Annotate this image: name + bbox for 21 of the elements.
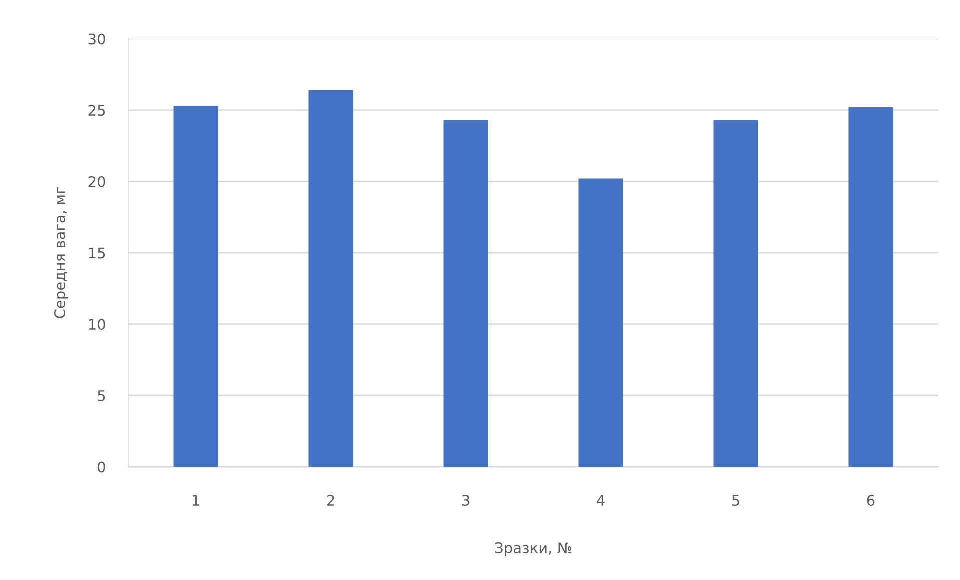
x-tick-label: 4 bbox=[597, 495, 605, 506]
y-tick-label: 20 bbox=[88, 176, 106, 188]
x-axis-title: Зразки, № bbox=[495, 542, 572, 556]
y-tick-label: 5 bbox=[98, 390, 106, 402]
y-tick-label: 10 bbox=[89, 319, 106, 330]
x-tick-label: 3 bbox=[462, 495, 470, 506]
x-tick-label: 6 bbox=[867, 495, 875, 506]
bar bbox=[578, 178, 624, 468]
bar bbox=[308, 90, 354, 468]
x-tick-label: 5 bbox=[732, 495, 740, 506]
bar bbox=[174, 106, 218, 468]
bar bbox=[848, 107, 894, 468]
y-axis-title: Середня вага, мг bbox=[54, 187, 68, 318]
y-tick-label: 30 bbox=[88, 34, 106, 45]
bar bbox=[714, 120, 758, 468]
y-tick-label: 25 bbox=[88, 105, 106, 116]
x-tick-label: 1 bbox=[193, 495, 200, 506]
y-tick-label: 0 bbox=[98, 462, 106, 473]
x-tick-label: 2 bbox=[327, 495, 334, 506]
y-tick-label: 15 bbox=[89, 248, 106, 259]
bar bbox=[444, 120, 488, 468]
